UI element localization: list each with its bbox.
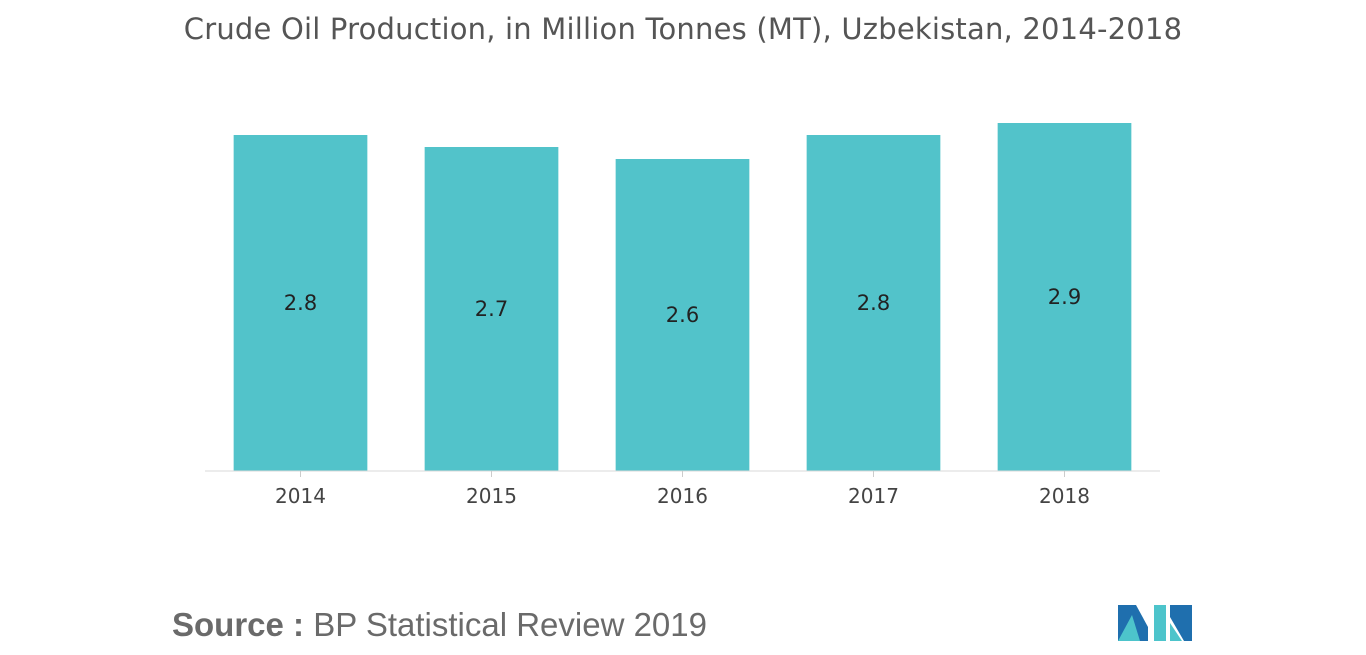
mordor-intelligence-logo-icon (1118, 605, 1192, 641)
logo-mid-shape (1154, 605, 1166, 641)
data-label: 2.9 (1048, 285, 1081, 309)
logo-right-shape (1170, 605, 1192, 641)
data-label: 2.6 (666, 303, 699, 327)
source-note: Source : BP Statistical Review 2019 (172, 606, 707, 644)
value-labels: 2.8 2.7 2.6 2.8 2.9 (284, 285, 1081, 327)
x-tick-label: 2018 (1039, 484, 1090, 508)
bar-2018 (997, 123, 1132, 471)
data-label: 2.8 (284, 291, 317, 315)
chart-title: Crude Oil Production, in Million Tonnes … (183, 12, 1183, 46)
bar-2015 (424, 147, 559, 471)
logo-right-accent (1170, 623, 1182, 641)
bar-2017 (806, 135, 941, 471)
x-tick-label: 2015 (466, 484, 517, 508)
x-tick-label: 2017 (848, 484, 899, 508)
bar-2014 (233, 135, 368, 471)
bars-group (233, 123, 1132, 471)
x-tick-label: 2014 (275, 484, 326, 508)
source-label: Source : (172, 606, 305, 643)
data-label: 2.8 (857, 291, 890, 315)
x-axis-ticks: 2014 2015 2016 2017 2018 (275, 471, 1090, 508)
logo-left-accent (1118, 615, 1140, 641)
source-text: BP Statistical Review 2019 (313, 606, 707, 643)
data-label: 2.7 (475, 297, 508, 321)
x-tick-label: 2016 (657, 484, 708, 508)
bar-2016 (615, 159, 750, 471)
